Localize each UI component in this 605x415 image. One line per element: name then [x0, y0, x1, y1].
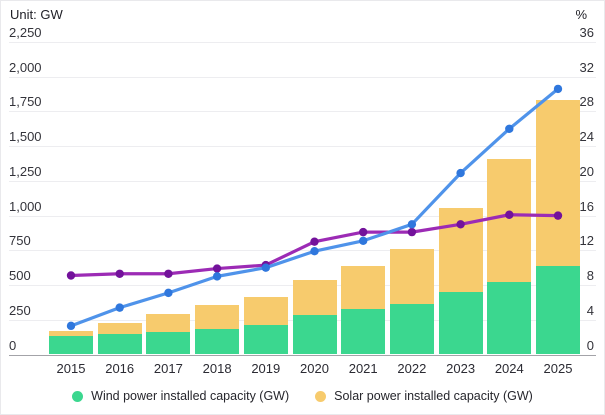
bar-wind-2015[interactable] [49, 336, 93, 355]
legend-dot-icon [72, 390, 84, 402]
bar-solar-2016[interactable] [97, 322, 142, 334]
x-axis-label-2023: 2023 [446, 361, 476, 376]
y-axis-tick-left: 1,000 [9, 198, 42, 214]
x-axis-baseline [9, 354, 596, 356]
gridline [9, 42, 596, 44]
bar-solar-2025[interactable] [536, 100, 580, 266]
bar-wind-2016[interactable] [97, 333, 142, 355]
y-axis-tick-right: 24 [579, 129, 594, 145]
line-point-blue-2018[interactable] [212, 272, 222, 281]
bar-solar-2017[interactable] [146, 313, 191, 332]
line-point-blue-2023[interactable] [456, 168, 465, 178]
bar-wind-2025[interactable] [536, 265, 580, 355]
y-axis-tick-right: 32 [579, 59, 594, 75]
line-point-purple-2019[interactable] [261, 260, 270, 270]
legend-label: Wind power installed capacity (GW) [91, 389, 290, 403]
bar-wind-2022[interactable] [389, 303, 434, 355]
gridline [9, 76, 596, 78]
bar-solar-2024[interactable] [487, 159, 532, 282]
y-axis-tick-left: 1,750 [9, 94, 42, 110]
bar-solar-2021[interactable] [341, 266, 386, 309]
y-axis-tick-left: 1,500 [9, 129, 42, 145]
bar-wind-2023[interactable] [438, 292, 483, 355]
line-series-purple [70, 213, 559, 278]
gridline [9, 111, 596, 113]
y-axis-tick-right: 16 [579, 198, 594, 214]
legend-dot-icon [315, 390, 327, 402]
bar-solar-2020[interactable] [292, 280, 337, 316]
x-axis-label-2024: 2024 [494, 361, 524, 376]
legend-label: Solar power installed capacity (GW) [334, 389, 533, 403]
y-axis-tick-right: 0 [586, 337, 594, 353]
line-point-blue-2015[interactable] [66, 321, 76, 331]
y-axis-tick-left: 500 [9, 268, 31, 284]
y-axis-tick-right: 20 [579, 163, 594, 179]
line-point-blue-2017[interactable] [164, 288, 173, 298]
y-axis-tick-right: 28 [579, 94, 594, 110]
bar-wind-2018[interactable] [195, 328, 240, 355]
x-axis-label-2021: 2021 [348, 361, 378, 376]
line-point-blue-2016[interactable] [115, 303, 124, 312]
y-axis-tick-right: 4 [586, 302, 594, 318]
line-point-purple-2017[interactable] [164, 269, 173, 278]
bar-solar-2019[interactable] [243, 296, 288, 326]
bar-wind-2021[interactable] [341, 308, 386, 355]
line-point-blue-2022[interactable] [407, 220, 417, 229]
y-axis-tick-right: 8 [586, 268, 594, 284]
y-axis-tick-left: 250 [9, 302, 31, 318]
line-point-purple-2022[interactable] [407, 227, 417, 237]
legend-item-solar[interactable]: Solar power installed capacity (GW) [315, 389, 533, 403]
y-axis-tick-left: 1,250 [9, 163, 42, 179]
line-point-blue-2024[interactable] [505, 124, 514, 134]
line-point-blue-2025[interactable] [553, 84, 563, 94]
bar-wind-2019[interactable] [243, 325, 288, 355]
y-axis-tick-right: 12 [579, 233, 594, 249]
y-axis-tick-right: 36 [579, 25, 594, 41]
y-axis-tick-left: 0 [9, 337, 17, 353]
line-point-purple-2018[interactable] [212, 264, 222, 273]
bar-solar-2018[interactable] [195, 304, 240, 329]
line-point-purple-2015[interactable] [66, 271, 76, 280]
y-axis-tick-left: 2,000 [9, 59, 42, 75]
x-axis-label-2020: 2020 [300, 361, 329, 376]
legend-item-wind[interactable]: Wind power installed capacity (GW) [72, 389, 289, 403]
bar-wind-2017[interactable] [146, 331, 191, 355]
y-axis-tick-left: 750 [9, 233, 31, 249]
x-axis-label-2015: 2015 [56, 361, 86, 376]
right-axis-unit-label: % [575, 7, 587, 22]
legend: Wind power installed capacity (GW) Solar … [1, 389, 604, 403]
bar-wind-2024[interactable] [487, 281, 532, 355]
line-point-purple-2016[interactable] [115, 269, 124, 278]
gridline [9, 146, 596, 148]
line-point-purple-2020[interactable] [310, 237, 319, 246]
bar-solar-2015[interactable] [49, 330, 93, 337]
x-axis-label-2017: 2017 [153, 361, 183, 376]
left-axis-unit-label: Unit: GW [10, 7, 63, 22]
bar-solar-2023[interactable] [438, 207, 483, 293]
line-point-blue-2019[interactable] [261, 263, 270, 272]
bar-solar-2022[interactable] [389, 249, 434, 304]
x-axis-label-2016: 2016 [105, 361, 135, 376]
line-point-purple-2021[interactable] [359, 227, 368, 237]
x-axis-label-2025: 2025 [543, 361, 573, 376]
x-axis-label-2018: 2018 [202, 361, 232, 376]
bar-wind-2020[interactable] [292, 315, 337, 355]
x-axis-label-2019: 2019 [251, 361, 281, 376]
x-axis-label-2022: 2022 [397, 361, 427, 376]
y-axis-tick-left: 2,250 [9, 25, 42, 41]
line-point-blue-2021[interactable] [359, 236, 368, 245]
